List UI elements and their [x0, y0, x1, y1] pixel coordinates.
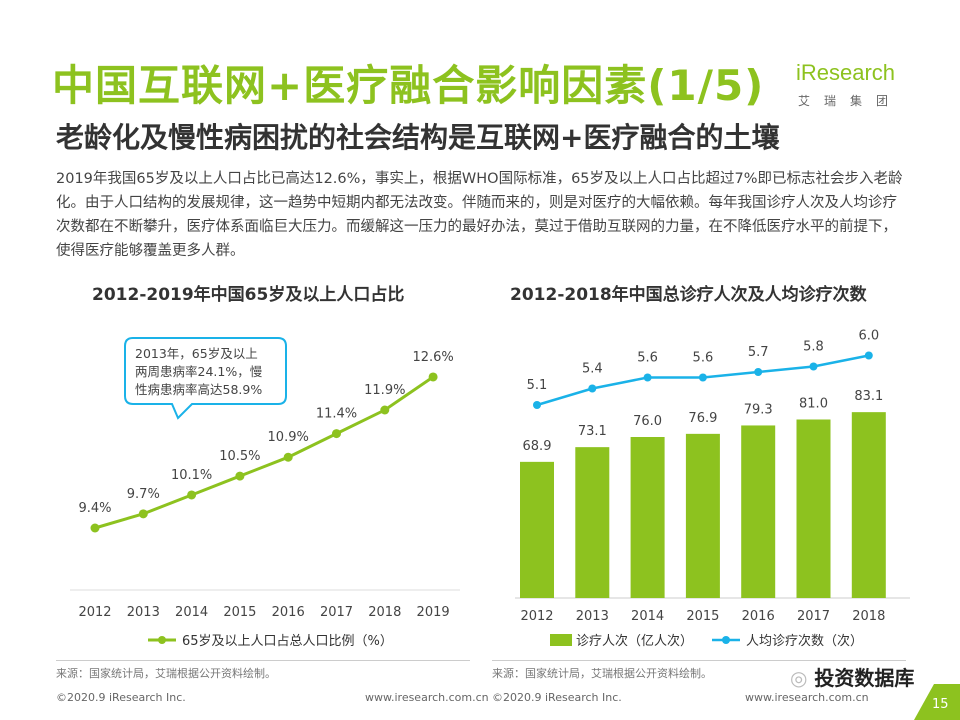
- bar-value-label: 73.1: [578, 424, 607, 439]
- data-point: [428, 372, 438, 382]
- data-point: [90, 523, 100, 533]
- bar-value-label: 83.1: [854, 389, 883, 404]
- legend-label: 65岁及以上人口占总人口比例（%）: [182, 634, 393, 649]
- annotation-bubble: [124, 337, 287, 420]
- page-number: 15: [932, 697, 949, 712]
- chart1-source: 来源：国家统计局，艾瑞根据公开资料绘制。: [56, 667, 276, 680]
- footer-url: www.iresearch.com.cn: [745, 691, 869, 704]
- x-tick-label: 2013: [127, 605, 160, 620]
- data-point: [235, 471, 245, 481]
- logo-brand: iResearch: [796, 60, 896, 85]
- data-point: [138, 509, 148, 519]
- page-number-badge: [914, 684, 960, 720]
- x-tick-label: 2018: [368, 605, 401, 620]
- data-point: [533, 401, 541, 409]
- bar: [796, 419, 831, 598]
- data-point: [864, 351, 873, 360]
- iresearch-logo: iResearch 艾瑞集团: [790, 60, 920, 116]
- visits-combo-chart: 68.9 73.1 76.0 76.9 79.3 81.0 83.1 5.1 5.4 5.6 5.6…: [515, 329, 910, 649]
- data-point: [187, 490, 197, 500]
- x-tick-label: 2016: [742, 609, 775, 624]
- bar-value-label: 79.3: [744, 402, 773, 417]
- bar: [520, 461, 554, 598]
- data-point: [698, 373, 707, 382]
- data-label: 11.4%: [316, 407, 357, 422]
- page-title: 中国互联网+医疗融合影响因素(1/5): [52, 61, 765, 110]
- data-label: 5.6: [693, 351, 714, 366]
- intro-paragraph: 2019年我国65岁及以上人口占比已高达12.6%，事实上，根据WHO国际标准，…: [56, 171, 903, 259]
- data-label: 12.6%: [412, 350, 453, 365]
- x-tick-label: 2012: [78, 605, 111, 620]
- legend-marker: [722, 636, 730, 644]
- bar-value-label: 76.0: [633, 414, 662, 429]
- x-tick-label: 2015: [223, 605, 256, 620]
- page-subtitle: 老龄化及慢性病困扰的社会结构是互联网+医疗融合的土壤: [56, 121, 780, 154]
- data-point: [643, 373, 652, 382]
- data-label: 10.1%: [171, 468, 212, 483]
- x-tick-label: 2015: [686, 609, 719, 624]
- data-point: [809, 362, 818, 371]
- bar-value-label: 76.9: [688, 411, 717, 426]
- bar: [851, 412, 886, 598]
- legend-label: 诊疗人次（亿人次）: [576, 633, 693, 649]
- data-label: 5.7: [748, 345, 769, 360]
- x-tick-label: 2013: [576, 609, 609, 624]
- chart1-title: 2012-2019年中国65岁及以上人口占比: [92, 285, 405, 305]
- data-point: [588, 384, 597, 393]
- x-tick-label: 2016: [272, 605, 305, 620]
- data-label: 9.7%: [127, 487, 160, 502]
- bar-value-label: 81.0: [799, 397, 828, 412]
- bar: [685, 433, 720, 598]
- data-label: 5.1: [527, 378, 548, 393]
- chart2-title: 2012-2018年中国总诊疗人次及人均诊疗次数: [510, 285, 867, 305]
- divider: [492, 660, 906, 661]
- bar: [741, 425, 776, 598]
- x-tick-label: 2014: [175, 605, 208, 620]
- x-tick-label: 2018: [852, 609, 885, 624]
- data-label: 10.9%: [268, 430, 309, 445]
- data-label: 6.0: [858, 329, 879, 344]
- bar: [575, 447, 610, 598]
- data-label: 5.4: [582, 362, 603, 377]
- x-tick-label: 2012: [520, 609, 553, 624]
- bar: [630, 437, 665, 598]
- annotation-text: 两周患病率24.1%，慢: [135, 364, 263, 379]
- chart2-source: 来源：国家统计局，艾瑞根据公开资料绘制。: [492, 667, 712, 680]
- annotation-text: 性病患病率高达58.9%: [135, 382, 262, 397]
- bar-value-label: 68.9: [523, 439, 552, 454]
- annotation-text: 2013年，65岁及以上: [135, 346, 258, 361]
- legend-marker: [550, 634, 572, 646]
- logo-cn: 艾瑞集团: [798, 94, 903, 108]
- watermark: ◎ 投资数据库: [790, 662, 914, 691]
- series-line: [94, 375, 434, 530]
- x-tick-label: 2017: [797, 609, 830, 624]
- watermark-text: 投资数据库: [814, 666, 915, 690]
- data-label: 10.5%: [219, 449, 260, 464]
- data-point: [332, 429, 341, 439]
- data-label: 5.6: [637, 351, 658, 366]
- footer-url: www.iresearch.com.cn: [365, 691, 489, 704]
- legend-marker: [158, 636, 166, 644]
- data-point: [283, 452, 293, 462]
- x-tick-label: 2019: [417, 605, 450, 620]
- data-label: 9.4%: [78, 501, 111, 516]
- x-tick-label: 2017: [320, 605, 353, 620]
- data-point: [754, 368, 763, 376]
- data-label: 5.8: [803, 340, 824, 355]
- divider: [56, 660, 470, 661]
- data-label: 11.9%: [364, 383, 405, 398]
- footer-copyright: ©2020.9 iResearch Inc.: [492, 691, 622, 704]
- wechat-icon: ◎: [790, 666, 808, 690]
- data-point: [380, 405, 390, 415]
- x-tick-label: 2014: [631, 609, 664, 624]
- legend-label: 人均诊疗次数（次）: [746, 633, 863, 649]
- population-line-chart: 9.4% 9.7% 10.1% 10.5% 10.9% 11.4% 11.9% 12.6% 20…: [70, 337, 460, 649]
- footer-copyright: ©2020.9 iResearch Inc.: [56, 691, 186, 704]
